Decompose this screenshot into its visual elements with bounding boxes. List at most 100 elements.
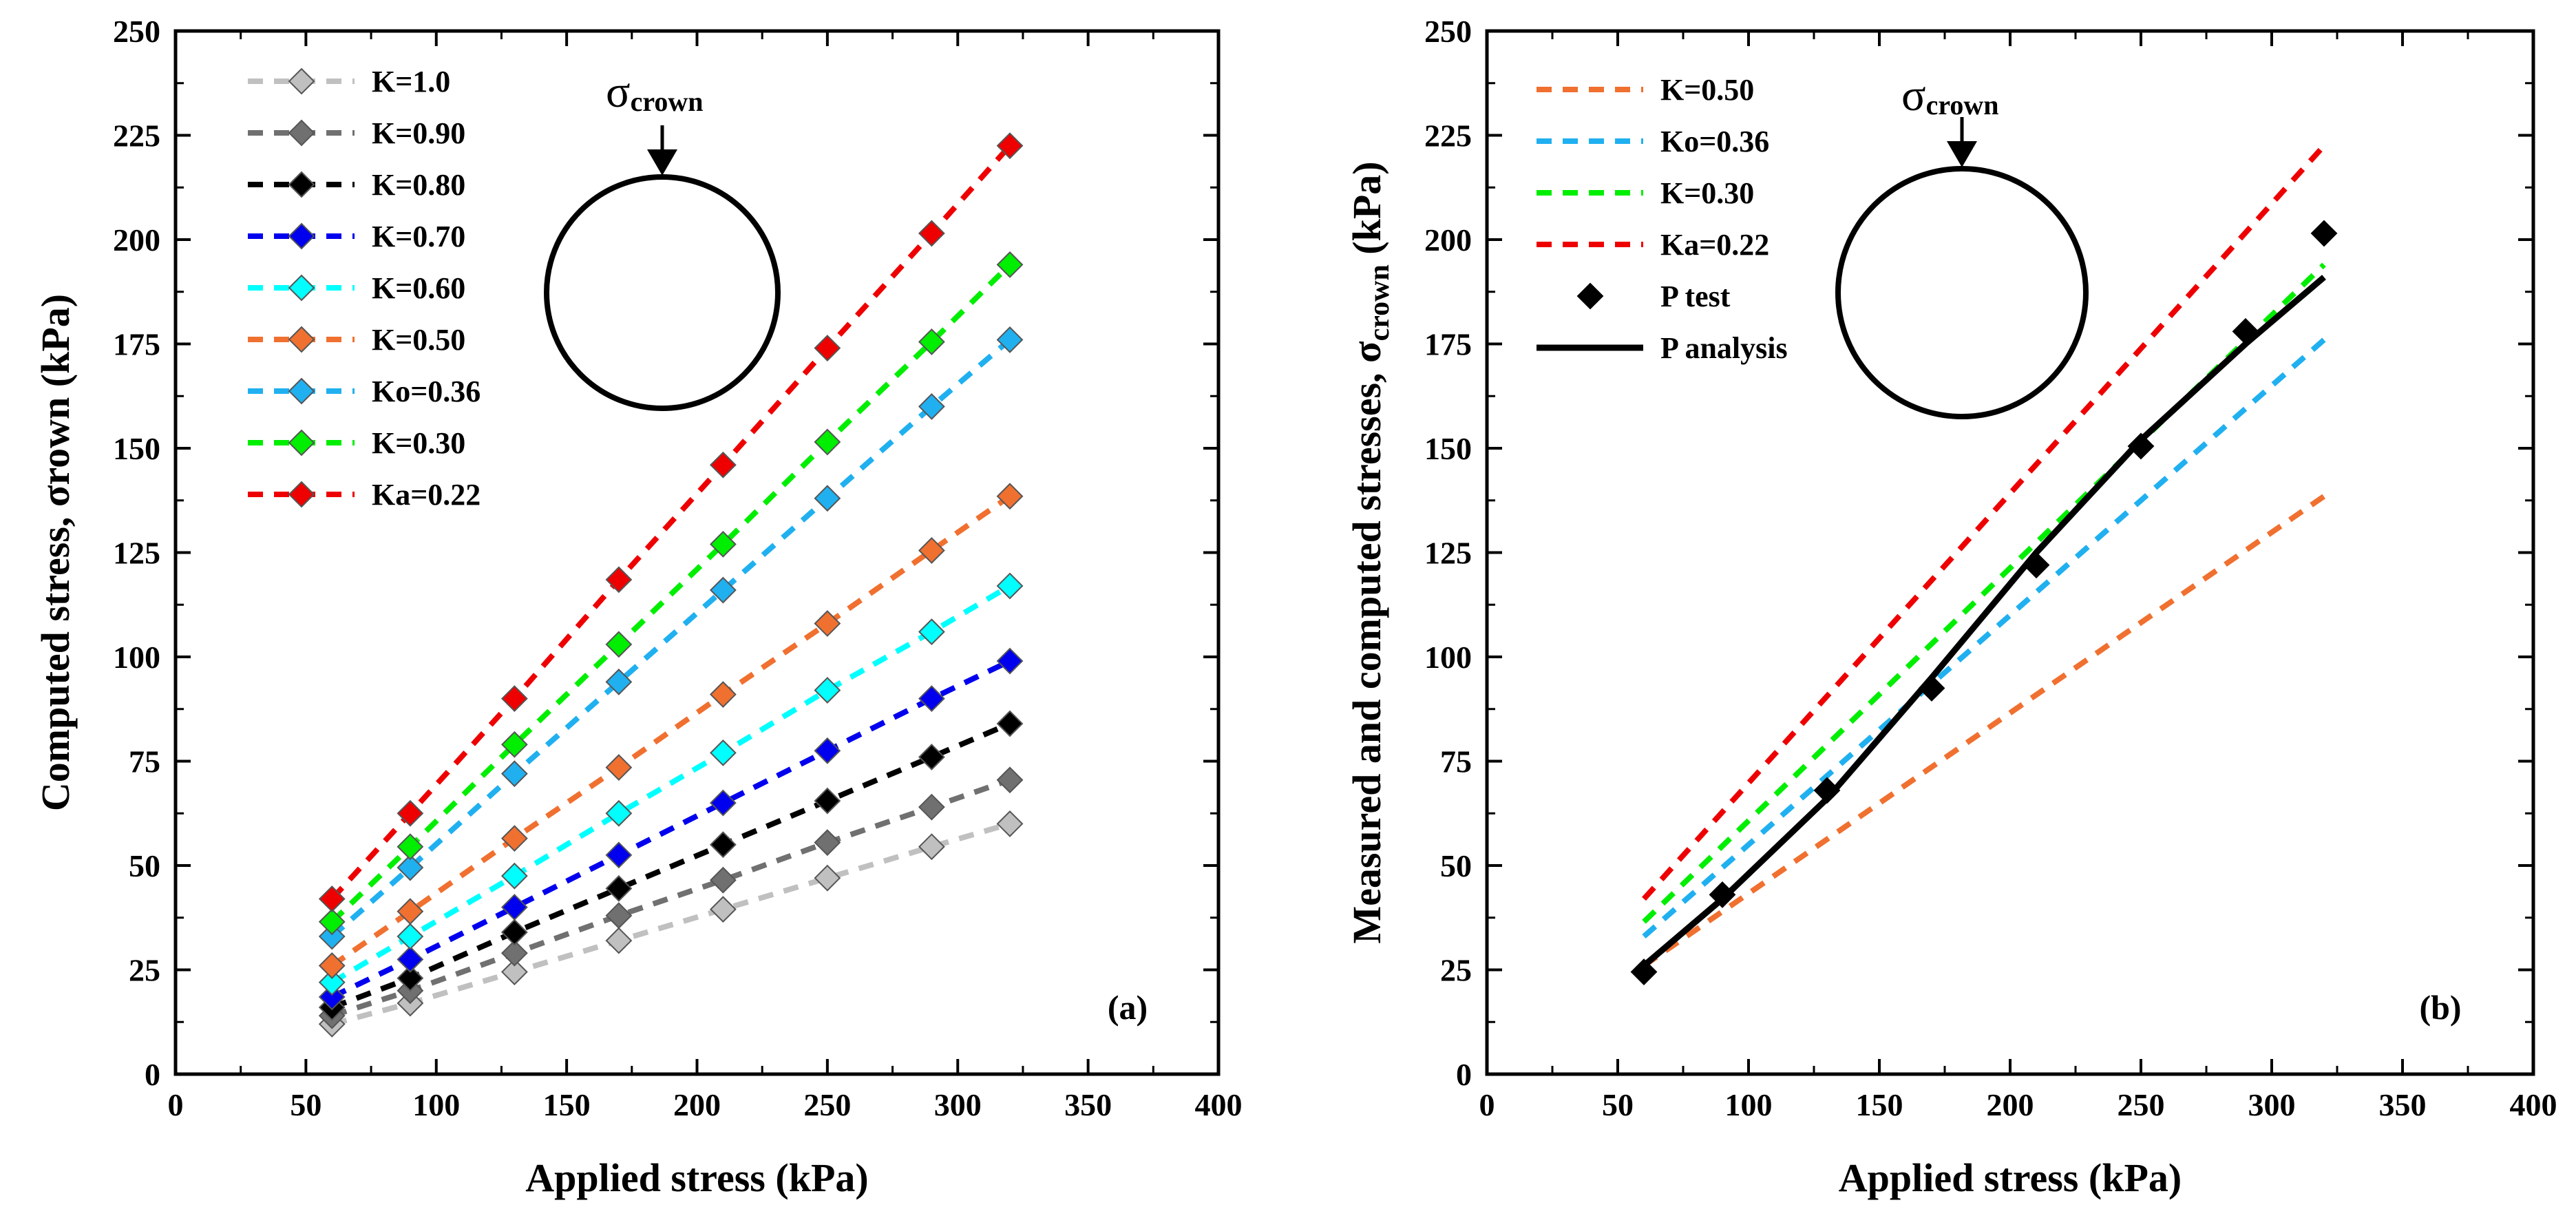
legend-label-k-0-30: K=0.30 [372,426,465,460]
x-tick-label: 250 [803,1087,851,1122]
data-point-ka-0-22 [996,132,1024,160]
data-point-k-0-90 [500,939,528,967]
x-tick-label: 200 [673,1087,721,1122]
data-point-p-test [2127,432,2155,460]
y-tick-label: 250 [1424,14,1472,49]
data-point-k-0-70 [814,737,841,764]
panel-b: 0 50 100 150 200 250 300 350 400 0 25 50 75 100 125 150… [1344,14,2557,1200]
crown-stress-label: σcrown [606,67,704,117]
data-point-k-0-30 [918,328,945,355]
data-point-k-0-60 [605,799,633,827]
legend-label-ko-0-36: Ko=0.36 [1660,125,1769,158]
panel-label: (b) [2419,988,2461,1027]
data-point-ka-0-22 [500,685,528,713]
data-point-ko-0-36 [709,576,737,604]
data-point-k-0-50 [996,483,1024,510]
y-tick-label: 225 [113,118,160,154]
y-tick-label: 0 [145,1057,160,1092]
x-tick-label: 50 [1602,1087,1634,1122]
x-tick-label: 0 [1479,1087,1495,1122]
y-tick-label: 100 [113,640,160,675]
x-tick-label: 400 [1195,1087,1243,1122]
data-point-ka-0-22 [605,566,633,594]
data-point-k-0-70 [918,685,945,713]
data-point-k-0-70 [318,983,346,1011]
legend-label-ka-0-22: Ka=0.22 [372,478,481,512]
x-tick-label: 100 [1725,1087,1773,1122]
series-line-k-0-50 [1642,494,2326,968]
series-line-k-0-50 [330,494,1012,968]
x-tick-label: 50 [290,1087,321,1122]
y-tick-label: 75 [1440,744,1472,779]
legend-label-k-0-50: K=0.50 [1660,73,1754,107]
series-line-k-0-90 [331,777,1011,1018]
x-tick-label: 100 [412,1087,460,1122]
data-point-k-1-0 [709,896,737,923]
data-point-k-0-90 [605,902,633,930]
legend-marker-k-0-50 [288,326,315,353]
data-point-k-0-70 [709,789,737,817]
y-tick-label: 175 [1424,327,1472,362]
data-point-ka-0-22 [814,335,841,361]
data-point-p-test [1630,958,1658,985]
data-point-k-0-60 [709,739,737,766]
legend-marker-ka-0-22 [288,481,315,508]
series-line-k-1-0 [331,821,1011,1027]
legend-marker-k-0-30 [288,429,315,457]
legend-label-k-0-50: K=0.50 [372,323,465,357]
data-point-k-0-50 [709,681,737,708]
data-point-k-0-30 [814,428,841,456]
data-point-k-0-80 [605,874,633,902]
data-point-k-1-0 [814,864,841,892]
y-tick-label: 25 [129,953,160,988]
data-point-ko-0-36 [605,668,633,695]
x-tick-label: 150 [1856,1087,1903,1122]
data-point-ka-0-22 [918,220,945,247]
x-tick-label: 200 [1987,1087,2034,1122]
data-point-k-0-50 [397,898,424,925]
series-line-k-0-60 [330,583,1012,985]
data-point-k-0-70 [996,647,1024,675]
data-point-k-0-90 [918,793,945,821]
y-tick-label: 125 [113,536,160,571]
x-tick-label: 150 [543,1087,591,1122]
series-line-k-0-30 [330,262,1012,924]
legend-label-ka-0-22: Ka=0.22 [1660,228,1769,262]
series-line-ka-0-22 [330,143,1012,901]
legend-label-k-1-0: K=1.0 [372,65,450,98]
crown-arrow-head [647,149,677,176]
legend-label-p-analysis: P analysis [1660,331,1788,365]
data-point-k-0-70 [605,841,633,869]
x-tick-label: 300 [934,1087,982,1122]
data-point-k-0-90 [996,766,1024,794]
series-line-ka-0-22 [1642,143,2326,901]
legend-marker-k-0-70 [288,222,315,250]
data-point-k-0-30 [709,530,737,558]
data-point-k-0-30 [318,908,346,936]
pipe-circle [1835,166,2089,419]
data-point-k-0-80 [996,710,1024,737]
panel-label: (a) [1108,988,1148,1027]
data-point-k-0-30 [500,731,528,758]
panel-a: 0 50 100 150 200 250 300 350 400 0 25 50 75 100 125 150… [33,14,1243,1200]
data-point-k-0-60 [918,618,945,646]
data-point-k-1-0 [918,833,945,861]
data-point-k-1-0 [996,810,1024,837]
legend-marker-k-1-0 [288,67,315,95]
data-point-k-0-60 [318,969,346,996]
data-point-k-0-50 [318,952,346,979]
x-tick-label: 300 [2248,1087,2296,1122]
data-point-k-0-80 [397,965,424,992]
y-tick-label: 50 [129,848,160,883]
data-point-k-0-60 [500,862,528,890]
x-tick-label: 0 [168,1087,184,1122]
data-point-ko-0-36 [397,854,424,881]
data-point-k-0-80 [814,787,841,815]
series-line-k-0-70 [330,658,1011,1000]
legend-marker-ko-0-36 [288,377,315,405]
x-axis-title: Applied stress (kPa) [1839,1155,2182,1200]
legend-label-k-0-90: K=0.90 [372,116,465,150]
plot-frame [1485,29,2535,1076]
legend-label-k-0-80: K=0.80 [372,168,465,202]
data-point-k-0-80 [500,919,528,946]
